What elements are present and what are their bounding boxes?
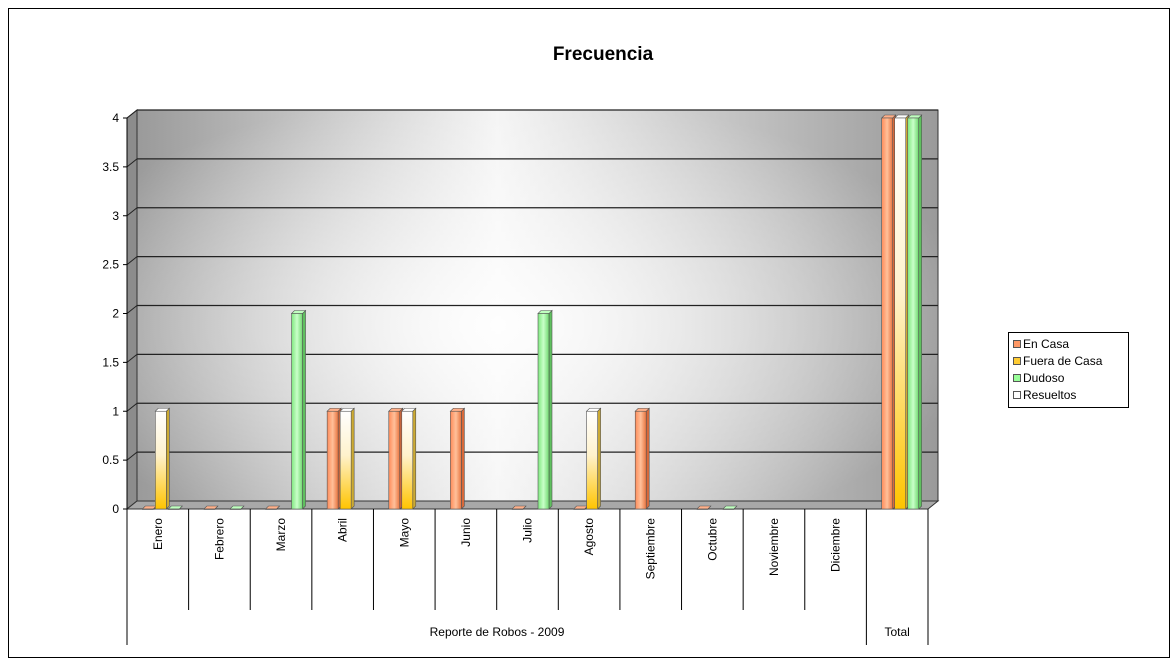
legend-label: Dudoso: [1023, 370, 1065, 385]
bar-en-casa-mayo: [388, 407, 404, 510]
category-table: Enero Febrero Marzo Abril Mayo Junio Julio Agos…: [126, 509, 929, 645]
gridlines: [126, 109, 938, 461]
legend-swatch-en-casa: [1013, 339, 1021, 348]
gridline-side: [126, 305, 138, 314]
category-label: Mayo: [397, 518, 411, 548]
category-label: Total: [885, 625, 910, 639]
y-tick-label: 2: [112, 307, 119, 321]
legend-swatch-dudoso: [1013, 373, 1021, 382]
bar-en-casa-marzo: [264, 505, 281, 510]
y-tick-label: 2.5: [102, 258, 119, 272]
legend-item-dudoso: Dudoso: [1013, 369, 1124, 386]
y-tick-label: 1: [112, 404, 119, 418]
category-label: Junio: [459, 518, 473, 547]
y-tick-label: 3: [112, 209, 119, 223]
legend-label: Fuera de Casa: [1023, 353, 1103, 368]
y-axis: 0 0.5 1 1.5 2 2.5 3 3.5 4: [102, 111, 128, 516]
legend-item-resueltos: Resueltos: [1013, 386, 1124, 403]
chart-title: Frecuencia: [553, 44, 654, 65]
y-tick-label: 0: [112, 502, 119, 516]
legend-item-fuera-de-casa: Fuera de Casa: [1013, 352, 1124, 369]
bar-en-casa-octubre: [696, 505, 712, 510]
legend-swatch-resueltos: [1013, 390, 1021, 399]
bar-dudoso-enero: [167, 505, 184, 510]
bar-fuera-de-casa-enero: [154, 407, 171, 510]
bars: [141, 114, 923, 510]
legend-label: Resueltos: [1023, 387, 1077, 402]
bar-dudoso-julio: [537, 309, 553, 510]
bar-en-casa-septiembre: [634, 407, 650, 510]
bar-dudoso-octubre: [722, 505, 738, 510]
category-label: Marzo: [274, 518, 288, 552]
y-tick-label: 3.5: [102, 160, 119, 174]
y-tick-label: 0.5: [102, 453, 119, 467]
gridline-side: [126, 256, 138, 266]
gridline-side: [126, 353, 138, 363]
bar-dudoso-febrero: [229, 505, 245, 510]
legend-item-en-casa: En Casa: [1013, 335, 1124, 352]
category-label: Noviembre: [767, 518, 781, 576]
gridline-side: [126, 207, 138, 217]
bar-en-casa-junio: [449, 407, 466, 510]
bar-fuera-de-casa-abril: [339, 407, 355, 510]
y-tick-label: 1.5: [102, 355, 119, 369]
category-label: Abril: [336, 518, 350, 542]
legend: En Casa Fuera de Casa Dudoso Resueltos: [1008, 332, 1129, 408]
gridline-side: [126, 451, 138, 461]
bar-en-casa-abril: [326, 407, 342, 510]
legend-label: En Casa: [1023, 336, 1070, 351]
category-label: Septiembre: [644, 518, 658, 580]
gridline-side: [126, 109, 138, 119]
category-label: Julio: [521, 518, 535, 543]
bar-dudoso-total: [906, 114, 923, 510]
category-label: Enero: [151, 518, 165, 550]
category-label: Diciembre: [829, 518, 843, 572]
category-label: Agosto: [582, 518, 596, 556]
legend-swatch-fuera-de-casa: [1013, 356, 1021, 365]
gridline-side: [126, 158, 138, 168]
bar-fuera-de-casa-mayo: [401, 407, 417, 510]
chart-floor: [125, 500, 940, 510]
gridline-side: [126, 402, 138, 412]
category-label: Octubre: [705, 518, 719, 561]
bar-fuera-de-casa-agosto: [585, 407, 602, 510]
group-label: Reporte de Robos - 2009: [430, 625, 565, 639]
bar-en-casa-julio: [511, 505, 527, 510]
bar-dudoso-marzo: [290, 309, 307, 510]
y-tick-label: 4: [112, 111, 119, 125]
category-label: Febrero: [212, 518, 226, 560]
bar-en-casa-total: [880, 114, 897, 510]
bar-en-casa-febrero: [203, 505, 219, 510]
bar-fuera-de-casa-total: [893, 114, 910, 510]
